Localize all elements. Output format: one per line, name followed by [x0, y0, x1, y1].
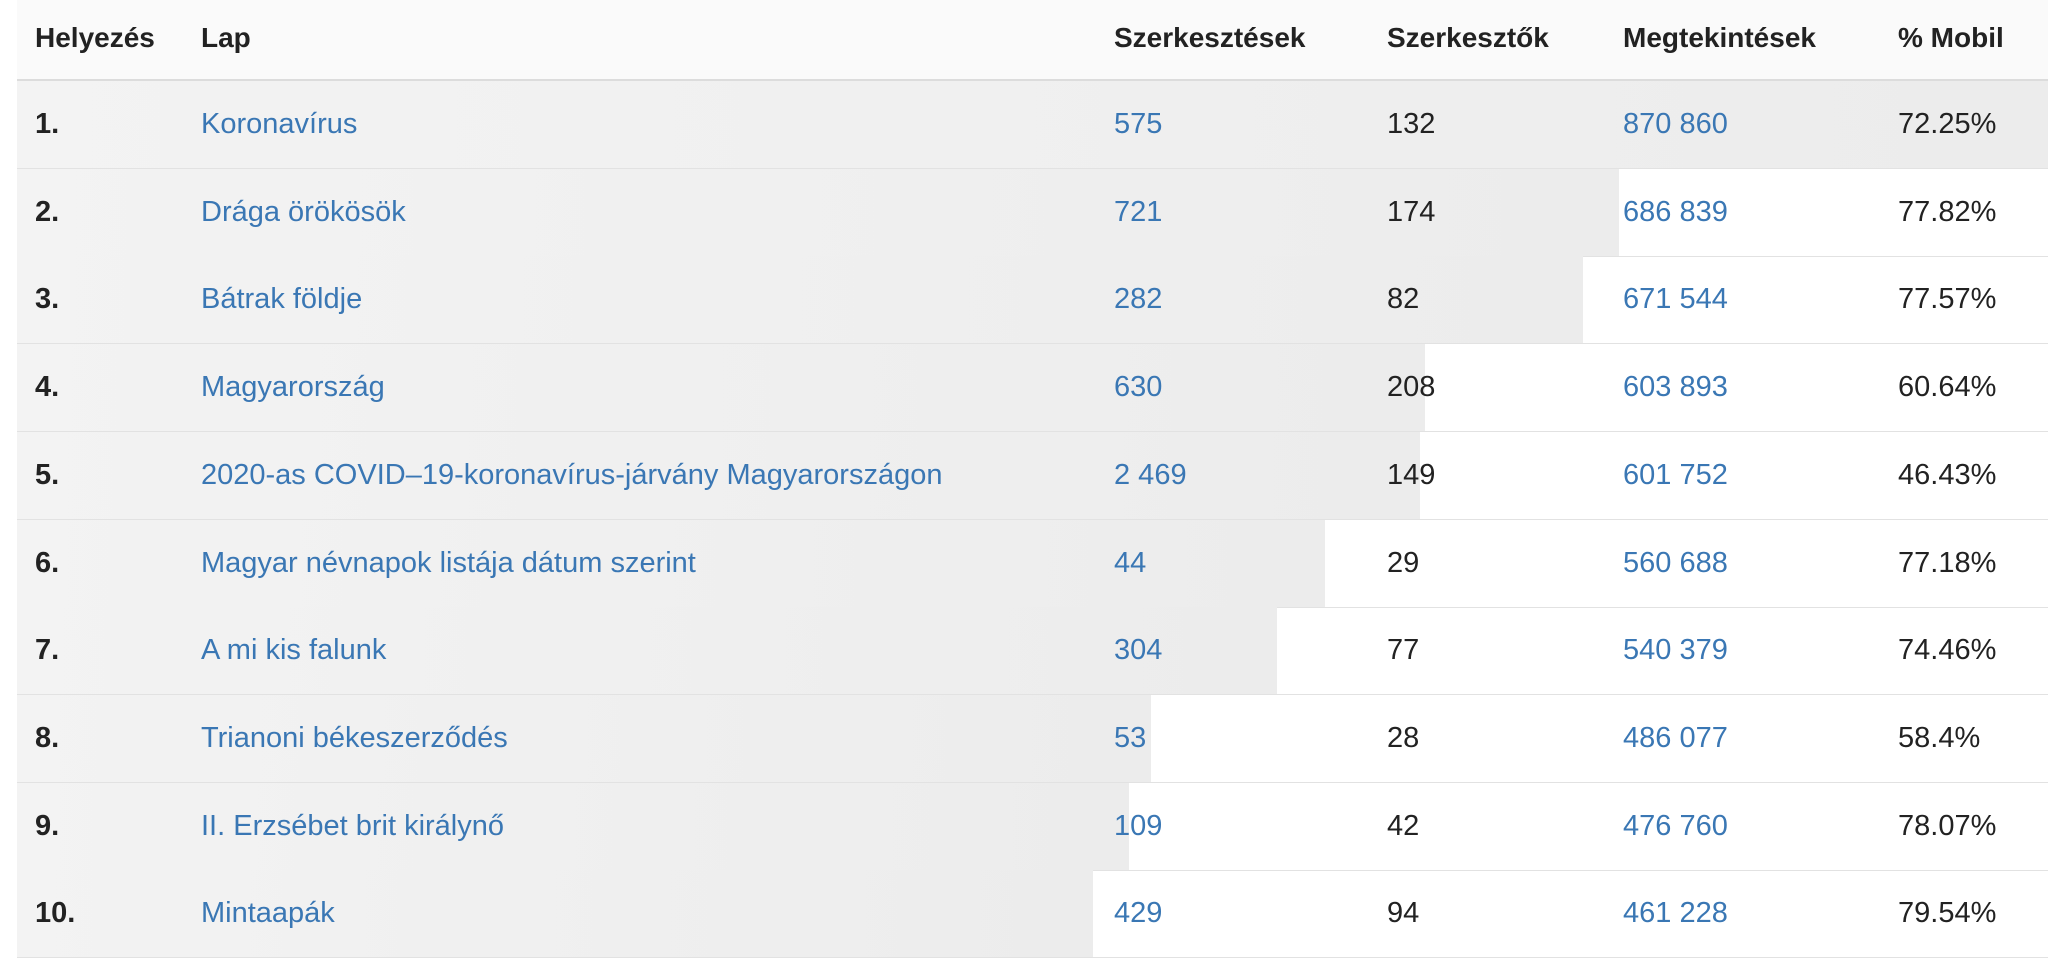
page-link[interactable]: II. Erzsébet brit királynő: [201, 809, 504, 842]
views-link[interactable]: 461 228: [1623, 897, 1728, 930]
mobile-cell: 72.25%: [1898, 108, 1997, 140]
edits-link[interactable]: 282: [1114, 283, 1163, 316]
rank-cell: 5.: [35, 458, 60, 491]
edits-link[interactable]: 109: [1114, 809, 1163, 842]
editors-cell: 149: [1387, 458, 1436, 491]
page-link[interactable]: Koronavírus: [201, 108, 358, 140]
page-link[interactable]: Magyarország: [201, 371, 385, 404]
rank-cell: 7.: [35, 634, 60, 667]
mobile-cell: 77.82%: [1898, 195, 1997, 228]
column-header: Helyezés: [35, 22, 155, 53]
table-row: 4. Magyarország 630 208 603 893 60.64%: [17, 344, 2048, 433]
editors-cell: 77: [1387, 634, 1420, 667]
views-bar: [17, 519, 1325, 607]
rank-cell: 6.: [35, 546, 60, 579]
views-link[interactable]: 560 688: [1623, 546, 1728, 579]
views-bar: [17, 168, 1619, 256]
views-bar: [17, 607, 1278, 695]
editors-cell: 82: [1387, 283, 1420, 316]
mobile-cell: 79.54%: [1898, 897, 1997, 930]
edits-link[interactable]: 44: [1114, 546, 1147, 579]
views-bar: [17, 256, 1584, 344]
editors-cell: 208: [1387, 371, 1436, 404]
edits-link[interactable]: 2 469: [1114, 458, 1187, 491]
views-link[interactable]: 476 760: [1623, 809, 1728, 842]
edits-link[interactable]: 304: [1114, 634, 1163, 667]
rank-cell: 2.: [35, 195, 60, 228]
views-link[interactable]: 603 893: [1623, 371, 1728, 404]
views-link[interactable]: 601 752: [1623, 458, 1728, 491]
editors-cell: 29: [1387, 546, 1420, 579]
views-bar: [17, 344, 1426, 432]
mobile-cell: 60.64%: [1898, 371, 1997, 404]
mobile-cell: 46.43%: [1898, 458, 1997, 491]
views-bar: [17, 694, 1151, 782]
page-link[interactable]: 2020-as COVID–19-koronavírus-járvány Mag…: [201, 458, 943, 491]
column-header: Megtekintések: [1623, 22, 1816, 53]
edits-link[interactable]: 630: [1114, 371, 1163, 404]
views-link[interactable]: 671 544: [1623, 283, 1728, 316]
table-header: Helyezés Lap Szerkesztések Szerkesztők Megte…: [17, 0, 2048, 82]
mobile-cell: 77.57%: [1898, 283, 1997, 316]
column-header: Szerkesztések: [1114, 22, 1306, 53]
page-link[interactable]: Mintaapák: [201, 897, 335, 930]
rank-cell: 8.: [35, 721, 60, 754]
edits-link[interactable]: 721: [1114, 195, 1163, 228]
table-row: 7. A mi kis falunk 304 77 540 379 74.46%: [17, 607, 2048, 696]
table-row: 9. II. Erzsébet brit királynő 109 42 476 760…: [17, 782, 2048, 871]
views-bar: [17, 81, 2048, 168]
column-header: Lap: [201, 22, 251, 53]
mobile-cell: 78.07%: [1898, 809, 1997, 842]
page-link[interactable]: Magyar névnapok listája dátum szerint: [201, 546, 696, 579]
table-row: 5. 2020-as COVID–19-koronavírus-járvány M…: [17, 431, 2048, 520]
page-link[interactable]: Bátrak földje: [201, 283, 363, 316]
mobile-cell: 74.46%: [1898, 634, 1997, 667]
rank-cell: 10.: [35, 897, 76, 930]
table-row: 1. Koronavírus 575 132 870 860 72.25%: [17, 81, 2048, 169]
page-link[interactable]: A mi kis falunk: [201, 634, 387, 667]
rank-cell: 1.: [35, 108, 60, 140]
editors-cell: 28: [1387, 721, 1420, 754]
rank-cell: 9.: [35, 809, 60, 842]
edits-link[interactable]: 429: [1114, 897, 1163, 930]
rank-cell: 4.: [35, 371, 60, 404]
column-header: % Mobil: [1898, 22, 2004, 53]
views-bar: [17, 870, 1093, 958]
table-row: 8. Trianoni békeszerződés 53 28 486 077 58.4%: [17, 694, 2048, 783]
editors-cell: 94: [1387, 897, 1420, 930]
editors-cell: 42: [1387, 809, 1420, 842]
editors-cell: 132: [1387, 108, 1436, 140]
views-bar: [17, 782, 1129, 870]
table-row: 10. Mintaapák 429 94 461 228 79.54%: [17, 870, 2048, 958]
views-link[interactable]: 870 860: [1623, 108, 1728, 140]
edits-link[interactable]: 53: [1114, 721, 1147, 754]
table-row: 3. Bátrak földje 282 82 671 544 77.57%: [17, 256, 2048, 345]
rank-cell: 3.: [35, 283, 60, 316]
table-row: 2. Drága örökösök 721 174 686 839 77.82%: [17, 168, 2048, 257]
mobile-cell: 77.18%: [1898, 546, 1997, 579]
views-link[interactable]: 686 839: [1623, 195, 1728, 228]
mobile-cell: 58.4%: [1898, 721, 1981, 754]
edits-link[interactable]: 575: [1114, 108, 1163, 140]
views-link[interactable]: 540 379: [1623, 634, 1728, 667]
views-bar: [17, 431, 1421, 519]
page-link[interactable]: Trianoni békeszerződés: [201, 721, 508, 754]
table-row: 6. Magyar névnapok listája dátum szerint 4…: [17, 519, 2048, 608]
editors-cell: 174: [1387, 195, 1436, 228]
page-link[interactable]: Drága örökösök: [201, 195, 406, 228]
views-link[interactable]: 486 077: [1623, 721, 1728, 754]
column-header: Szerkesztők: [1387, 22, 1549, 53]
